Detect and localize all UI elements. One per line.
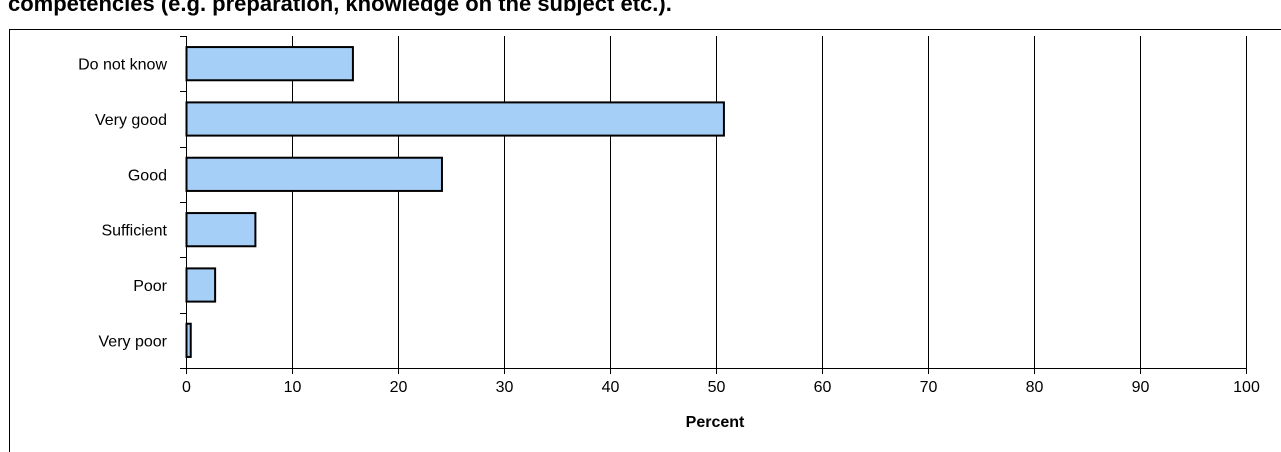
- x-tick-label: 60: [814, 379, 832, 396]
- x-tick-label: 90: [1132, 379, 1150, 396]
- x-tick-label: 40: [602, 379, 620, 396]
- bar-poor: [185, 267, 217, 303]
- y-tick-label: Very good: [95, 112, 167, 129]
- y-tick-label: Good: [128, 167, 167, 184]
- axes: 0 10 20 30 40 50 60 70 80 90 100 Do not know Very go…: [78, 36, 1260, 396]
- bar-very-poor: [185, 322, 192, 358]
- bar-do-not-know: [185, 46, 354, 82]
- x-tick-label: 20: [390, 379, 408, 396]
- chart-title: competencies (e.g. preparation, knowledg…: [8, 0, 672, 16]
- x-tick-label: 50: [708, 379, 726, 396]
- x-axis-title: Percent: [686, 414, 745, 431]
- bar-good: [185, 156, 443, 192]
- y-tick-label: Very poor: [99, 333, 168, 350]
- y-tick-label: Sufficient: [101, 223, 167, 240]
- x-tick-label: 100: [1233, 379, 1260, 396]
- x-tick-label: 30: [496, 379, 514, 396]
- y-tick-label: Poor: [133, 278, 167, 295]
- x-tick-label: 80: [1026, 379, 1044, 396]
- x-tick-label: 0: [182, 379, 191, 396]
- y-tick-label: Do not know: [78, 57, 167, 74]
- bar-very-good: [185, 101, 725, 137]
- bar-sufficient: [185, 212, 257, 248]
- x-tick-label: 10: [284, 379, 302, 396]
- x-tick-label: 70: [920, 379, 938, 396]
- gridlines: [292, 36, 1247, 368]
